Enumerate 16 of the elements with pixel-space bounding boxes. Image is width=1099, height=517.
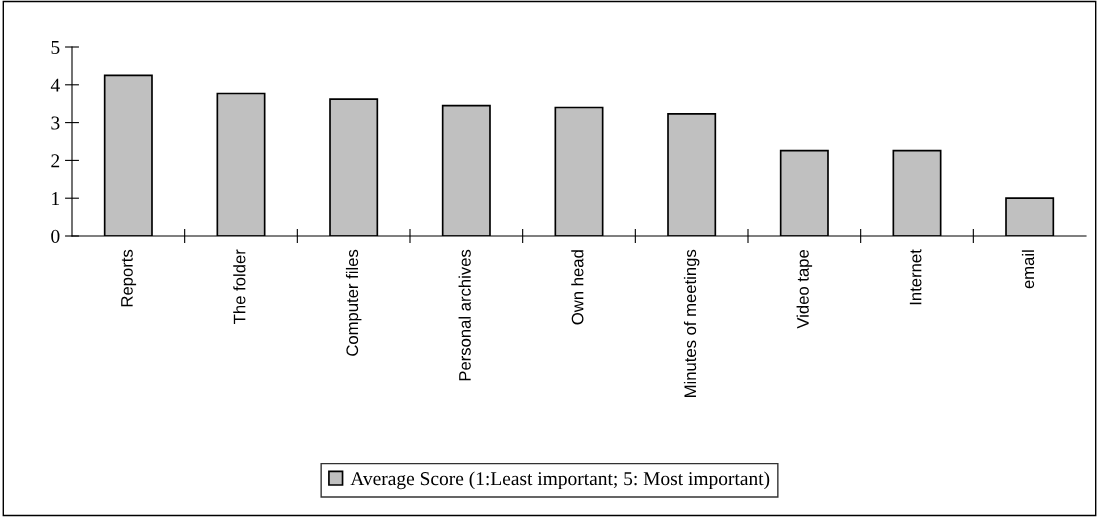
x-tick-label: Minutes of meetings [683, 249, 700, 397]
x-tick-label: The folder [233, 249, 246, 324]
x-tick-label: Internet [909, 249, 922, 305]
x-tick-label: Reports [121, 249, 137, 307]
x-tick-label: Video tape [796, 249, 813, 329]
legend-label: Average Score (1:Least important; 5: Most important) [350, 471, 770, 490]
y-tick-label: 0 [51, 229, 60, 243]
y-tick-label: 2 [51, 154, 60, 168]
x-tick-label: Computer files [345, 249, 362, 356]
y-tick-label: 4 [50, 78, 60, 92]
x-tick-label: email [1021, 250, 1035, 289]
x-tick-label: Own head [571, 250, 584, 325]
x-tick-label: Personal archives [458, 249, 471, 381]
y-tick-label: 5 [51, 41, 60, 54]
y-tick-label: 1 [52, 192, 60, 205]
y-tick-label: 3 [51, 116, 60, 130]
